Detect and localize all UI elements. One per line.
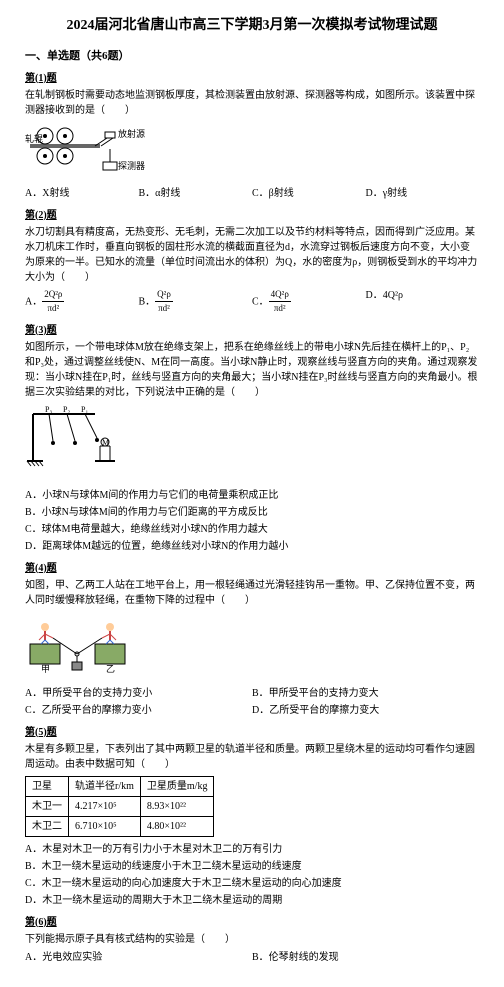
q1-opt-d: D．γ射线 — [366, 185, 480, 202]
q2-opt-c: C．4Q²ρπd² — [252, 287, 366, 317]
q2-text: 水刀切割具有精度高，无热变形、无毛刺，无需二次加工以及节约材料等特点，因而得到广… — [25, 225, 479, 285]
q5-r1c0: 木卫二 — [26, 816, 69, 836]
q4-opt-b: B．甲所受平台的支持力变大 — [252, 685, 479, 702]
q1-opt-c: C．β射线 — [252, 185, 366, 202]
svg-text:P₁: P₁ — [81, 406, 88, 414]
q5-th-2: 卫星质量m/kg — [140, 776, 214, 796]
q5-r0c2: 8.93×10²² — [140, 796, 214, 816]
q4-opt-c: C．乙所受平台的摩擦力变小 — [25, 702, 252, 719]
q4-options: A．甲所受平台的支持力变小 B．甲所受平台的支持力变大 C．乙所受平台的摩擦力变… — [25, 685, 479, 719]
q5-opt-a: A．木星对木卫一的万有引力小于木星对木卫二的万有引力 — [25, 841, 479, 858]
q2-opt-b: B．Q²ρπd² — [139, 287, 253, 317]
q3-opt-c: C．球体M电荷量越大，绝缘丝线对小球N的作用力越大 — [25, 521, 479, 538]
section-header: 一、单选题（共6题） — [25, 48, 479, 65]
q5-options: A．木星对木卫一的万有引力小于木星对木卫二的万有引力 B．木卫一绕木星运动的线速… — [25, 841, 479, 909]
q2-opt-d: D．4Q²ρ — [366, 287, 480, 317]
q4-num: 第(4)题 — [25, 561, 479, 576]
q5-opt-d: D．木卫一绕木星运动的周期大于木卫二绕木星运动的周期 — [25, 892, 479, 909]
q5-opt-b: B．木卫一绕木星运动的线速度小于木卫二绕木星运动的线速度 — [25, 858, 479, 875]
q4-diagram: 甲 乙 — [25, 614, 135, 674]
svg-text:M: M — [102, 438, 109, 447]
q2-options: A．2Q²ρπd² B．Q²ρπd² C．4Q²ρπd² D．4Q²ρ — [25, 287, 479, 317]
q5-text: 木星有多颗卫星，下表列出了其中两颗卫星的轨道半径和质量。两颗卫星绕木星的运动均可… — [25, 742, 479, 772]
q1-opt-b: B．α射线 — [139, 185, 253, 202]
q6-opt-b: B．伦琴射线的发现 — [252, 949, 479, 966]
q5-r1c2: 4.80×10²² — [140, 816, 214, 836]
q3-diagram: P₃ P₂ P₁ M — [25, 406, 125, 476]
q2-opt-a: A．2Q²ρπd² — [25, 287, 139, 317]
svg-text:P₂: P₂ — [63, 406, 70, 414]
q3-text: 如图所示，一个带电球体M放在绝缘支架上，把系在绝缘丝线上的带电小球N先后挂在横杆… — [25, 340, 479, 400]
q5-r1c1: 6.710×10⁵ — [69, 816, 141, 836]
q4-opt-d: D．乙所受平台的摩擦力变大 — [252, 702, 479, 719]
svg-text:轧辊: 轧辊 — [25, 133, 43, 144]
q5-th-0: 卫星 — [26, 776, 69, 796]
q1-diagram: 轧辊 放射源 探测器 — [25, 124, 145, 179]
svg-text:甲: 甲 — [41, 664, 50, 674]
q3-options: A．小球N与球体M间的作用力与它们的电荷量乘积成正比 B．小球N与球体M间的作用… — [25, 487, 479, 555]
q5-table: 卫星 轨道半径r/km 卫星质量m/kg 木卫一 4.217×10⁵ 8.93×… — [25, 776, 214, 837]
q6-options: A．光电效应实验 B．伦琴射线的发现 — [25, 949, 479, 966]
q5-num: 第(5)题 — [25, 725, 479, 740]
q1-options: A．X射线 B．α射线 C．β射线 D．γ射线 — [25, 185, 479, 202]
q3-opt-a: A．小球N与球体M间的作用力与它们的电荷量乘积成正比 — [25, 487, 479, 504]
q5-r0c1: 4.217×10⁵ — [69, 796, 141, 816]
page-title: 2024届河北省唐山市高三下学期3月第一次模拟考试物理试题 — [25, 15, 479, 36]
q5-th-1: 轨道半径r/km — [69, 776, 141, 796]
q6-num: 第(6)题 — [25, 915, 479, 930]
q6-text: 下列能揭示原子具有核式结构的实验是（ ） — [25, 932, 479, 947]
svg-text:乙: 乙 — [106, 664, 115, 674]
q4-opt-a: A．甲所受平台的支持力变小 — [25, 685, 252, 702]
q5-opt-c: C．木卫一绕木星运动的向心加速度大于木卫二绕木星运动的向心加速度 — [25, 875, 479, 892]
q5-r0c0: 木卫一 — [26, 796, 69, 816]
q1-num: 第(1)题 — [25, 71, 479, 86]
q3-num: 第(3)题 — [25, 323, 479, 338]
svg-text:放射源: 放射源 — [118, 128, 145, 139]
q3-opt-b: B．小球N与球体M间的作用力与它们距离的平方成反比 — [25, 504, 479, 521]
q4-text: 如图，甲、乙两工人站在工地平台上，用一根轻绳通过光滑轻挂钩吊一重物。甲、乙保持位… — [25, 578, 479, 608]
q6-opt-a: A．光电效应实验 — [25, 949, 252, 966]
q1-opt-a: A．X射线 — [25, 185, 139, 202]
q2-num: 第(2)题 — [25, 208, 479, 223]
q1-text: 在轧制钢板时需要动态地监测钢板厚度，其检测装置由放射源、探测器等构成，如图所示。… — [25, 88, 479, 118]
q3-opt-d: D．距离球体M越远的位置，绝缘丝线对小球N的作用力越小 — [25, 538, 479, 555]
svg-text:P₃: P₃ — [45, 406, 52, 414]
svg-text:探测器: 探测器 — [118, 160, 145, 171]
